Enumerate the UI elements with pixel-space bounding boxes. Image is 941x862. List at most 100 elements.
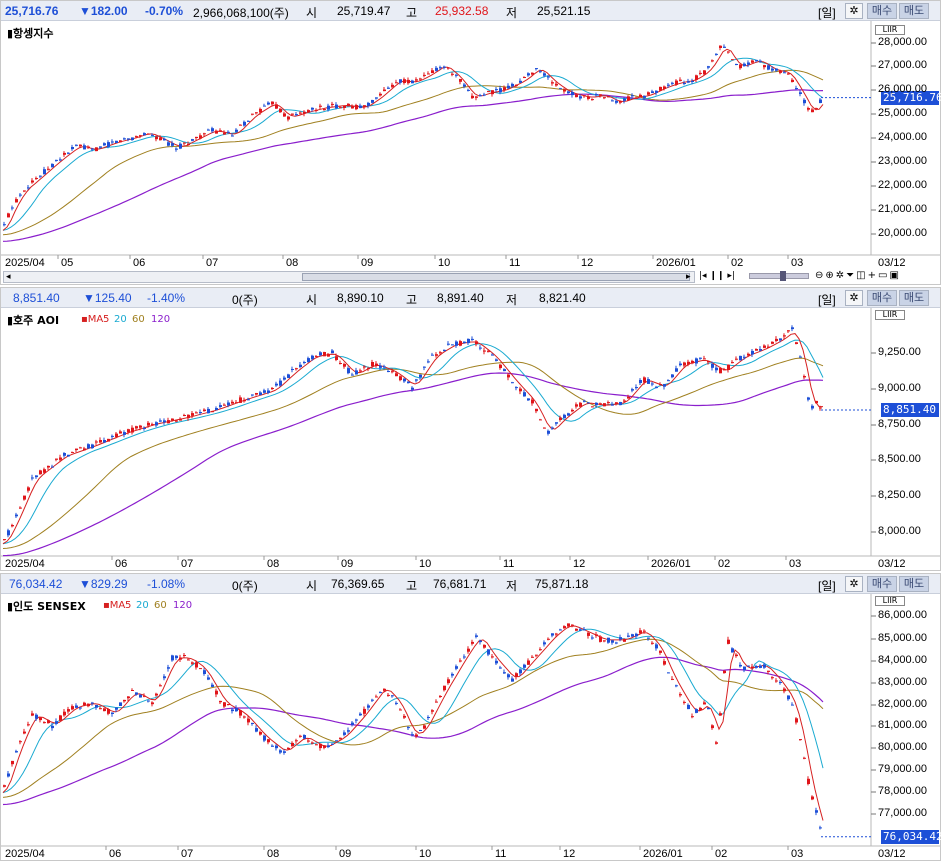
- first-icon[interactable]: |◂: [699, 271, 707, 281]
- scroll-left-icon[interactable]: ◂: [6, 272, 11, 282]
- candle-body: [403, 715, 406, 718]
- candle-body: [19, 741, 22, 743]
- candle-body: [435, 67, 438, 71]
- scale-toggle[interactable]: LIIR: [875, 25, 905, 35]
- period-button[interactable]: [일]: [818, 293, 836, 307]
- candle-body: [619, 101, 622, 103]
- gear-icon[interactable]: ✲: [845, 3, 863, 19]
- zoom-in-icon[interactable]: ⊕: [825, 270, 836, 281]
- period-button[interactable]: [일]: [818, 579, 836, 593]
- pause-icon[interactable]: ❙❙: [709, 271, 725, 281]
- candle-body: [647, 379, 650, 384]
- candle-body: [771, 68, 774, 71]
- candlestick-chart[interactable]: [1, 1, 941, 286]
- candle-body: [583, 629, 586, 631]
- candle-body: [731, 59, 734, 61]
- candle-body: [747, 353, 750, 356]
- candle-body: [423, 725, 426, 729]
- candle-body: [451, 673, 454, 676]
- candle-body: [631, 95, 634, 97]
- candle-body: [127, 429, 130, 433]
- window-icon[interactable]: ▭: [878, 270, 890, 281]
- candle-body: [435, 354, 438, 356]
- candle-body: [99, 708, 102, 710]
- candle-body: [587, 632, 590, 636]
- candle-body: [627, 396, 630, 399]
- period-button[interactable]: [일]: [818, 6, 836, 20]
- candle-body: [43, 169, 46, 175]
- last-icon[interactable]: ▸|: [727, 271, 735, 281]
- x-end-label: 03/12: [878, 848, 906, 860]
- y-tick-label: 22,000.00: [878, 179, 927, 191]
- zoom-out-icon[interactable]: ⊖: [815, 270, 826, 281]
- candle-body: [467, 648, 470, 652]
- candle-body: [279, 380, 282, 386]
- gear-icon[interactable]: ✲: [845, 290, 863, 306]
- candle-body: [615, 402, 618, 404]
- candle-body: [131, 137, 134, 140]
- candle-body: [703, 702, 706, 705]
- buy-button[interactable]: 매수: [867, 290, 897, 306]
- scroll-right-icon[interactable]: ▸: [686, 272, 691, 282]
- candle-body: [619, 637, 622, 640]
- candle-body: [447, 679, 450, 684]
- candles: [3, 44, 822, 227]
- candle-body: [531, 399, 534, 404]
- sell-button[interactable]: 매도: [899, 576, 929, 592]
- candle-body: [123, 699, 126, 702]
- sell-button[interactable]: 매도: [899, 3, 929, 19]
- candle-body: [255, 112, 258, 114]
- candlestick-chart[interactable]: [1, 574, 941, 862]
- candle-body: [527, 660, 530, 665]
- gear-icon[interactable]: ✲: [845, 576, 863, 592]
- candle-body: [227, 704, 230, 705]
- buy-button[interactable]: 매수: [867, 576, 897, 592]
- candle-body: [27, 724, 30, 726]
- candle-body: [415, 734, 418, 737]
- candle-body: [743, 63, 746, 67]
- x-tick-label: 11: [509, 257, 521, 269]
- sell-button[interactable]: 매도: [899, 290, 929, 306]
- scale-toggle[interactable]: LIIR: [875, 596, 905, 606]
- funnel-icon[interactable]: ⏷: [846, 270, 857, 281]
- candle-body: [139, 694, 142, 698]
- scroll-thumb[interactable]: [302, 273, 690, 281]
- candle-body: [559, 629, 562, 631]
- candle-body: [55, 721, 58, 724]
- candle-body: [667, 84, 670, 86]
- candle-body: [751, 350, 754, 355]
- scale-toggle[interactable]: LIIR: [875, 310, 905, 320]
- candle-body: [259, 392, 262, 395]
- candle-body: [219, 130, 222, 132]
- horizontal-scrollbar[interactable]: ◂ ▸: [3, 271, 695, 283]
- candle-body: [83, 145, 86, 150]
- candle-body: [463, 84, 466, 87]
- x-tick-label: 06: [109, 848, 122, 860]
- buy-button[interactable]: 매수: [867, 3, 897, 19]
- add-icon[interactable]: +: [867, 270, 879, 281]
- candle-body: [651, 642, 654, 644]
- y-tick-label: 79,000.00: [878, 763, 927, 775]
- candle-body: [163, 138, 166, 141]
- candle-body: [791, 327, 794, 330]
- candle-body: [807, 778, 810, 784]
- candlestick-chart[interactable]: [1, 288, 941, 572]
- candle-body: [51, 163, 54, 168]
- candle-body: [795, 342, 798, 344]
- candle-body: [71, 452, 74, 454]
- low-value: 25,521.15: [537, 4, 591, 18]
- volume: 0(주): [232, 293, 258, 307]
- candle-body: [211, 128, 214, 132]
- candle-body: [431, 70, 434, 73]
- split-icon[interactable]: ◫: [856, 270, 868, 281]
- zoom-slider[interactable]: [749, 271, 809, 281]
- settings-icon[interactable]: ✲: [835, 270, 847, 281]
- candle-body: [591, 99, 594, 101]
- candle-body: [683, 362, 686, 366]
- ma5-label: 5: [103, 314, 110, 325]
- candle-body: [803, 757, 806, 759]
- zoom-slider-thumb[interactable]: [780, 271, 786, 281]
- percent-change: -1.40%: [147, 291, 186, 305]
- candle-body: [607, 96, 610, 98]
- window-icon[interactable]: ▣: [889, 270, 901, 281]
